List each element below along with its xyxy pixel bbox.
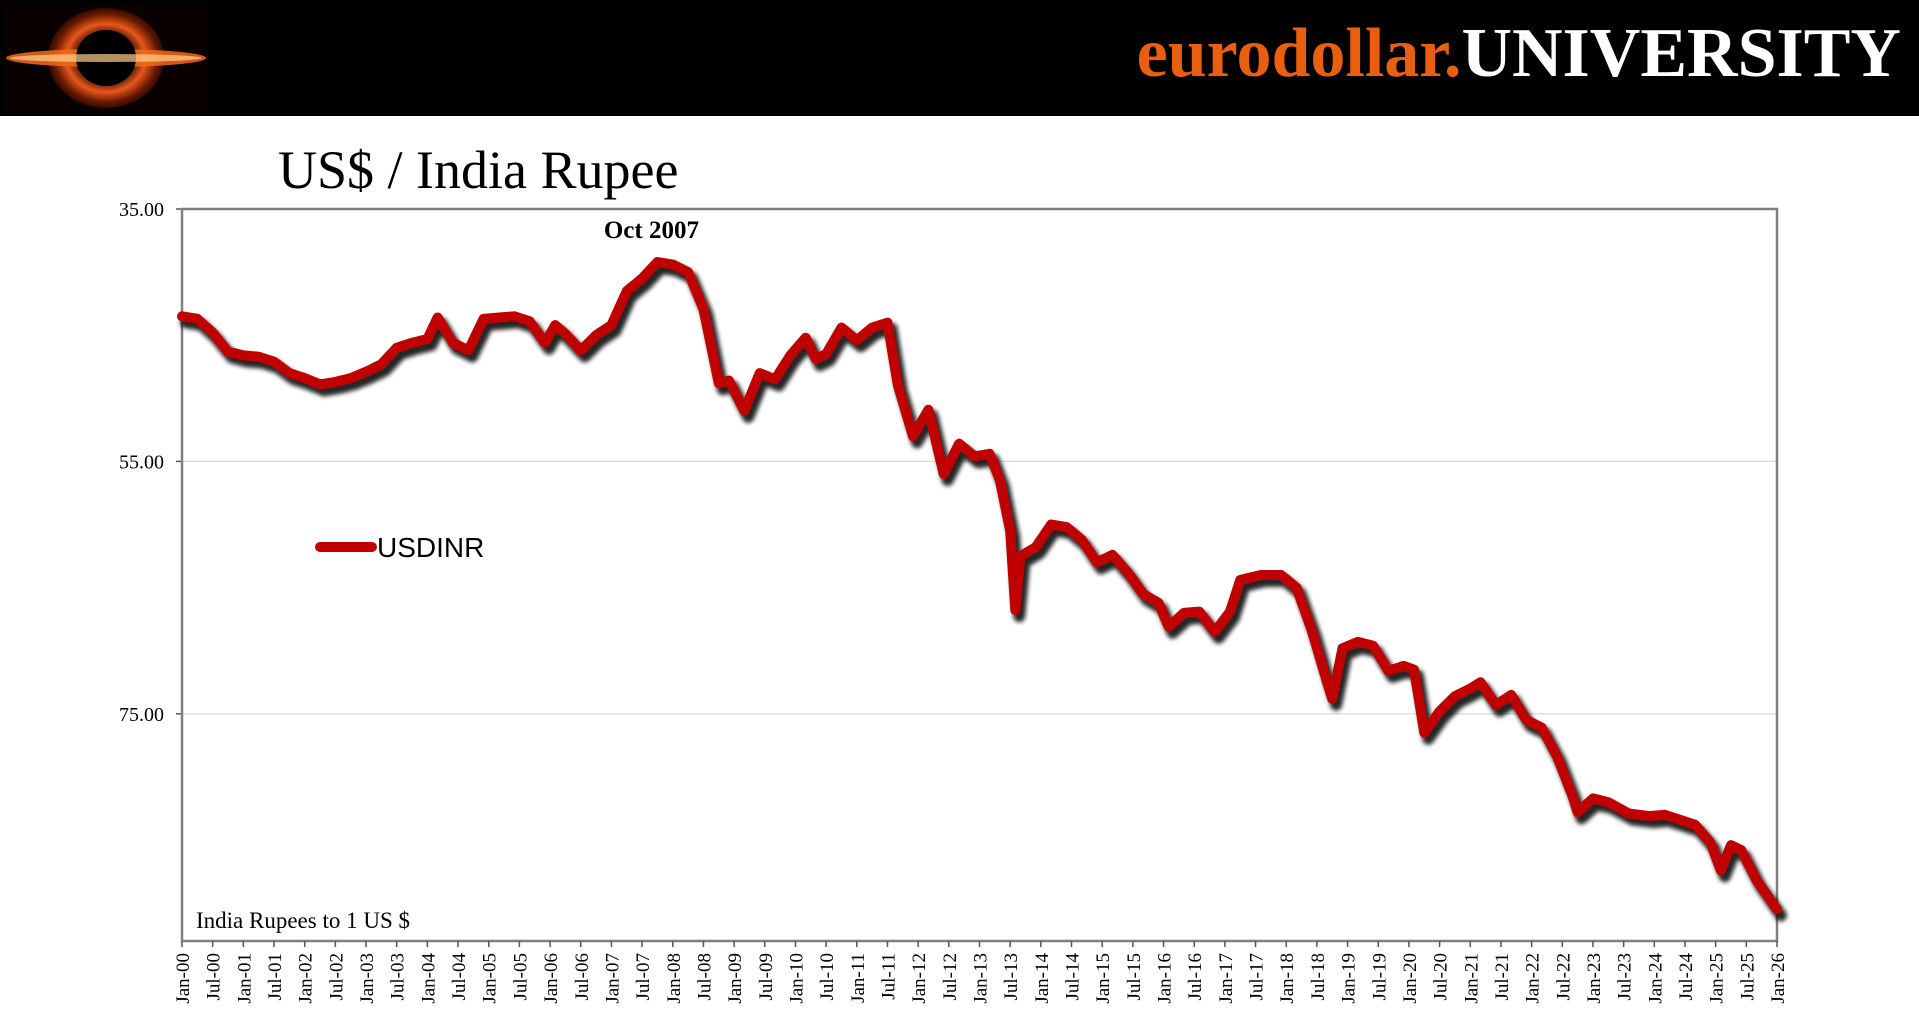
chart-text: 35.00 55.00 75.00 Jan-00 Jul-00 Jan-01 Jul-01 J… bbox=[119, 199, 1789, 1004]
x-tick-label: Jan-12 bbox=[909, 953, 930, 1004]
x-tick-label: Jul-19 bbox=[1369, 953, 1390, 1001]
x-tick-label: Jan-00 bbox=[173, 953, 194, 1004]
x-tick-label: Jul-02 bbox=[326, 953, 347, 1001]
legend-label: USDINR bbox=[377, 532, 484, 563]
x-tick-label: Jan-11 bbox=[848, 953, 869, 1003]
x-tick-label: Jul-22 bbox=[1553, 953, 1574, 1001]
x-tick-label: Jul-12 bbox=[940, 953, 961, 1001]
x-tick-label: Jul-14 bbox=[1063, 953, 1084, 1001]
x-tick-label: Jul-25 bbox=[1737, 953, 1758, 1001]
series-shadow bbox=[180, 262, 1787, 922]
series-group bbox=[177, 257, 1787, 922]
x-tick-label: Jan-09 bbox=[725, 953, 746, 1004]
x-tick-label: Jan-06 bbox=[541, 953, 562, 1004]
x-tick-label: Jan-16 bbox=[1155, 953, 1176, 1004]
brand-part1: eurodollar. bbox=[1136, 15, 1462, 92]
x-tick-label: Jan-20 bbox=[1400, 953, 1421, 1004]
x-tick-label: Jul-08 bbox=[694, 953, 715, 1001]
x-tick-label: Jul-05 bbox=[510, 953, 531, 1001]
x-tick-label: Jul-24 bbox=[1676, 953, 1697, 1001]
x-tick-label: Jan-13 bbox=[971, 953, 992, 1004]
x-tick-label: Jul-00 bbox=[204, 953, 225, 1001]
x-tick-label: Jul-10 bbox=[817, 953, 838, 1001]
x-tick-label: Jan-22 bbox=[1523, 953, 1544, 1004]
x-tick-label: Jan-26 bbox=[1768, 953, 1789, 1004]
x-tick-label: Jan-24 bbox=[1645, 953, 1666, 1004]
x-tick-label: Jul-01 bbox=[265, 953, 286, 1001]
x-tick-label: Jan-01 bbox=[234, 953, 255, 1004]
x-tick-label: Jan-23 bbox=[1584, 953, 1605, 1004]
header-banner: eurodollar.UNIVERSITY bbox=[0, 0, 1919, 116]
x-tick-label: Jul-21 bbox=[1492, 953, 1513, 1001]
y-tick-label: 55.00 bbox=[119, 451, 164, 473]
y-tick-label: 35.00 bbox=[119, 199, 164, 221]
x-tick-label: Jul-13 bbox=[1001, 953, 1022, 1001]
x-tick-label: Jul-03 bbox=[388, 953, 409, 1001]
series-line-usdinr bbox=[177, 257, 1782, 915]
peak-annotation: Oct 2007 bbox=[604, 217, 699, 244]
x-tick-label: Jan-04 bbox=[418, 953, 439, 1004]
x-tick-label: Jan-03 bbox=[357, 953, 378, 1004]
unit-note: India Rupees to 1 US $ bbox=[196, 908, 410, 933]
brand-part2: UNIVERSITY bbox=[1461, 15, 1901, 92]
brand-wordmark: eurodollar.UNIVERSITY bbox=[1137, 10, 1901, 98]
x-tick-label: Jan-08 bbox=[664, 953, 685, 1004]
x-tick-label: Jan-14 bbox=[1032, 953, 1053, 1004]
x-tick-label: Jul-09 bbox=[756, 953, 777, 1001]
x-tick-label: Jan-25 bbox=[1707, 953, 1728, 1004]
y-tick-label: 75.00 bbox=[119, 704, 164, 726]
x-tick-label: Jul-06 bbox=[572, 953, 593, 1001]
axes bbox=[176, 207, 1779, 947]
x-tick-label: Jan-10 bbox=[786, 953, 807, 1004]
x-tick-label: Jan-05 bbox=[480, 953, 501, 1004]
x-tick-label: Jul-23 bbox=[1615, 953, 1636, 1001]
x-tick-label: Jan-07 bbox=[602, 953, 623, 1004]
x-tick-label: Jul-17 bbox=[1247, 953, 1268, 1001]
x-tick-label: Jul-04 bbox=[449, 953, 470, 1001]
x-tick-label: Jan-02 bbox=[296, 953, 317, 1004]
x-tick-label: Jan-17 bbox=[1216, 953, 1237, 1004]
plot-frame bbox=[180, 207, 1779, 943]
x-tick-label: Jul-11 bbox=[878, 953, 899, 1000]
x-tick-label: Jul-18 bbox=[1308, 953, 1329, 1001]
x-tick-label: Jan-18 bbox=[1277, 953, 1298, 1004]
x-tick-label: Jul-20 bbox=[1431, 953, 1452, 1001]
x-tick-label: Jan-15 bbox=[1093, 953, 1114, 1004]
x-tick-label: Jan-21 bbox=[1461, 953, 1482, 1004]
x-tick-label: Jul-16 bbox=[1185, 953, 1206, 1001]
chart-title: US$ / India Rupee bbox=[278, 140, 679, 200]
x-tick-label: Jul-07 bbox=[633, 953, 654, 1001]
x-tick-label: Jan-19 bbox=[1339, 953, 1360, 1004]
eurodollar-logo-icon bbox=[4, 4, 208, 112]
x-tick-label: Jul-15 bbox=[1124, 953, 1145, 1001]
